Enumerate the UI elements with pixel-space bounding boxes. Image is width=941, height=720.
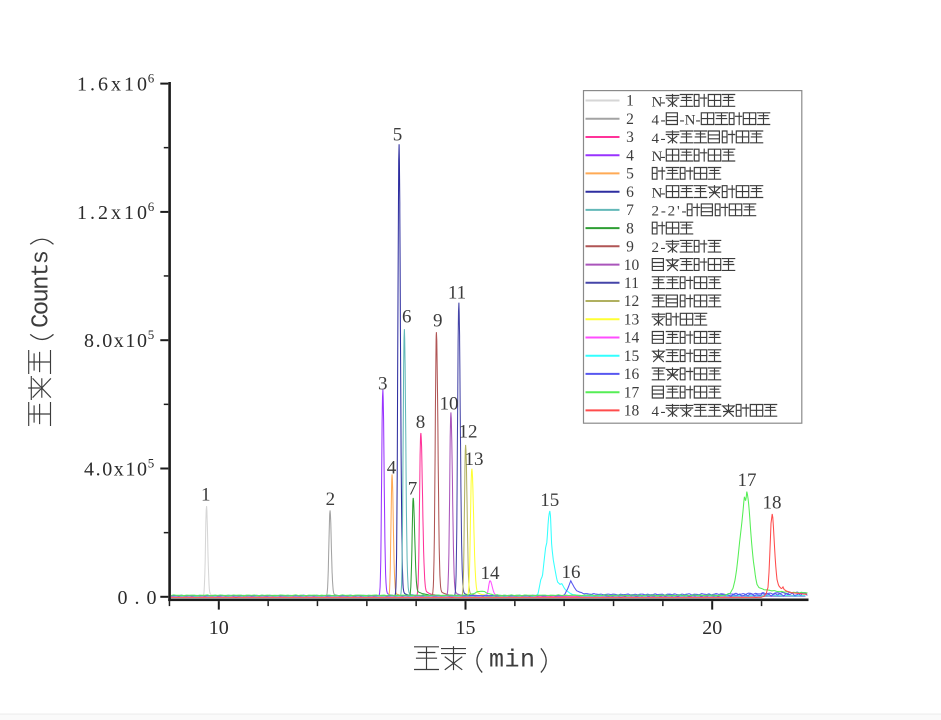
svg-text:4-: 4- <box>652 404 666 420</box>
svg-text:13: 13 <box>624 312 640 329</box>
svg-text:7: 7 <box>408 479 418 500</box>
svg-text:15: 15 <box>540 490 559 511</box>
svg-text:14: 14 <box>481 563 501 584</box>
svg-text:15: 15 <box>624 348 640 365</box>
svg-text:Counts: Counts <box>29 250 56 328</box>
svg-text:18: 18 <box>763 493 782 514</box>
svg-text:1.6x10: 1.6x10 <box>77 74 147 96</box>
svg-text:10: 10 <box>209 617 229 639</box>
svg-text:16: 16 <box>624 366 640 383</box>
svg-text:4: 4 <box>626 147 634 164</box>
svg-text:6: 6 <box>402 307 412 328</box>
svg-text:11: 11 <box>448 283 466 304</box>
svg-text:-N-: -N- <box>680 113 701 129</box>
svg-text:10: 10 <box>440 394 459 415</box>
svg-text:18: 18 <box>624 403 640 420</box>
svg-text:N-: N- <box>652 94 666 110</box>
svg-text:4-: 4- <box>652 131 666 147</box>
svg-text:2-: 2- <box>652 240 666 256</box>
svg-text:6: 6 <box>148 199 155 214</box>
svg-text:N-: N- <box>652 186 666 202</box>
svg-text:10: 10 <box>624 257 640 274</box>
svg-text:1: 1 <box>201 485 211 506</box>
svg-text:11: 11 <box>624 275 639 292</box>
svg-text:13: 13 <box>465 449 484 470</box>
svg-text:20: 20 <box>702 617 722 639</box>
svg-text:2: 2 <box>626 111 634 128</box>
svg-text:4.0x10: 4.0x10 <box>84 459 147 481</box>
svg-text:9: 9 <box>626 239 634 256</box>
svg-text:5: 5 <box>148 456 155 471</box>
svg-text:16: 16 <box>562 562 581 583</box>
svg-text:1: 1 <box>626 93 634 110</box>
svg-text:5: 5 <box>626 166 634 183</box>
svg-text:min: min <box>489 646 535 675</box>
svg-text:6: 6 <box>626 184 634 201</box>
svg-text:8: 8 <box>626 220 634 237</box>
svg-text:3: 3 <box>626 129 634 146</box>
svg-text:15: 15 <box>456 617 476 639</box>
svg-text:N-: N- <box>652 149 666 165</box>
svg-text:12: 12 <box>459 422 478 443</box>
svg-text:14: 14 <box>624 330 640 347</box>
svg-text:17: 17 <box>738 470 757 491</box>
svg-text:7: 7 <box>626 202 634 219</box>
svg-text:4: 4 <box>387 458 397 479</box>
svg-text:5: 5 <box>393 125 403 146</box>
svg-text:0.0: 0.0 <box>118 587 157 609</box>
svg-text:8: 8 <box>416 412 426 433</box>
svg-text:4-: 4- <box>652 113 666 129</box>
svg-text:6: 6 <box>148 71 155 86</box>
svg-text:9: 9 <box>433 310 443 331</box>
svg-text:17: 17 <box>624 384 640 401</box>
svg-text:3: 3 <box>378 374 388 395</box>
svg-text:2-2'-: 2-2'- <box>652 204 687 220</box>
svg-text:5: 5 <box>148 327 155 342</box>
svg-text:12: 12 <box>624 293 640 310</box>
svg-text:8.0x10: 8.0x10 <box>84 330 147 352</box>
svg-text:1.2x10: 1.2x10 <box>77 202 147 224</box>
svg-text:2: 2 <box>326 489 336 510</box>
